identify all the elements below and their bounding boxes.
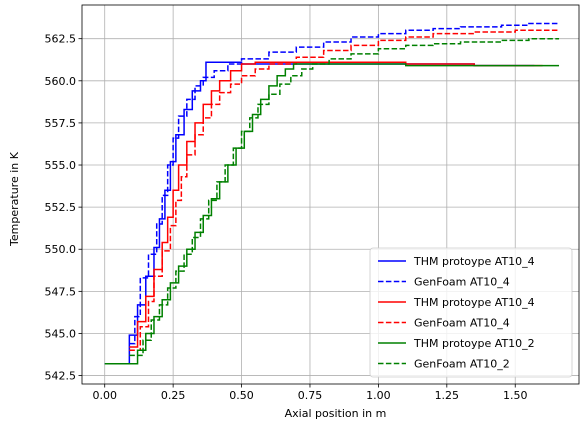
legend: THM protoype AT10_4 GenFoam AT10_4 THM pro… [369, 247, 573, 378]
ticks: 0.00 0.25 0.50 0.75 1.00 1.25 1.50 542.5 545.0 54… [45, 33, 528, 402]
x-axis-label: Axial position in m [285, 407, 387, 420]
x-tick-label: 1.25 [435, 389, 460, 402]
y-tick-label: 557.5 [45, 117, 77, 130]
legend-label: THM protoype AT10_4 [413, 255, 535, 268]
x-tick-label: 1.00 [366, 389, 391, 402]
series-line [104, 63, 560, 365]
y-tick-label: 552.5 [45, 201, 77, 214]
y-tick-label: 547.5 [45, 285, 77, 298]
axes [81, 4, 580, 385]
series-line [129, 22, 560, 345]
legend-label: THM protoype AT10_2 [413, 337, 535, 350]
y-tick-label: 542.5 [45, 370, 77, 383]
y-tick-label: 560.0 [45, 75, 77, 88]
legend-label: GenFoam AT10_4 [414, 276, 510, 289]
series-line [129, 29, 560, 352]
y-tick-label: 562.5 [45, 33, 77, 46]
x-tick-label: 0.75 [298, 389, 323, 402]
y-tick-label: 550.0 [45, 243, 77, 256]
legend-label: GenFoam AT10_4 [414, 317, 510, 330]
x-tick-label: 0.25 [161, 389, 186, 402]
axes-frame [81, 4, 580, 385]
y-tick-label: 545.0 [45, 327, 77, 340]
x-tick-label: 0.50 [229, 389, 254, 402]
legend-label: THM protoype AT10_4 [413, 296, 535, 309]
y-axis-label: Temperature in K [8, 151, 21, 247]
legend-box [369, 247, 573, 378]
legend-label: GenFoam AT10_2 [414, 358, 510, 371]
x-tick-label: 0.00 [92, 389, 117, 402]
x-tick-label: 1.50 [503, 389, 528, 402]
plot-area [104, 22, 560, 365]
y-tick-label: 555.0 [45, 159, 77, 172]
series-line [129, 61, 543, 348]
series-line [129, 37, 560, 357]
